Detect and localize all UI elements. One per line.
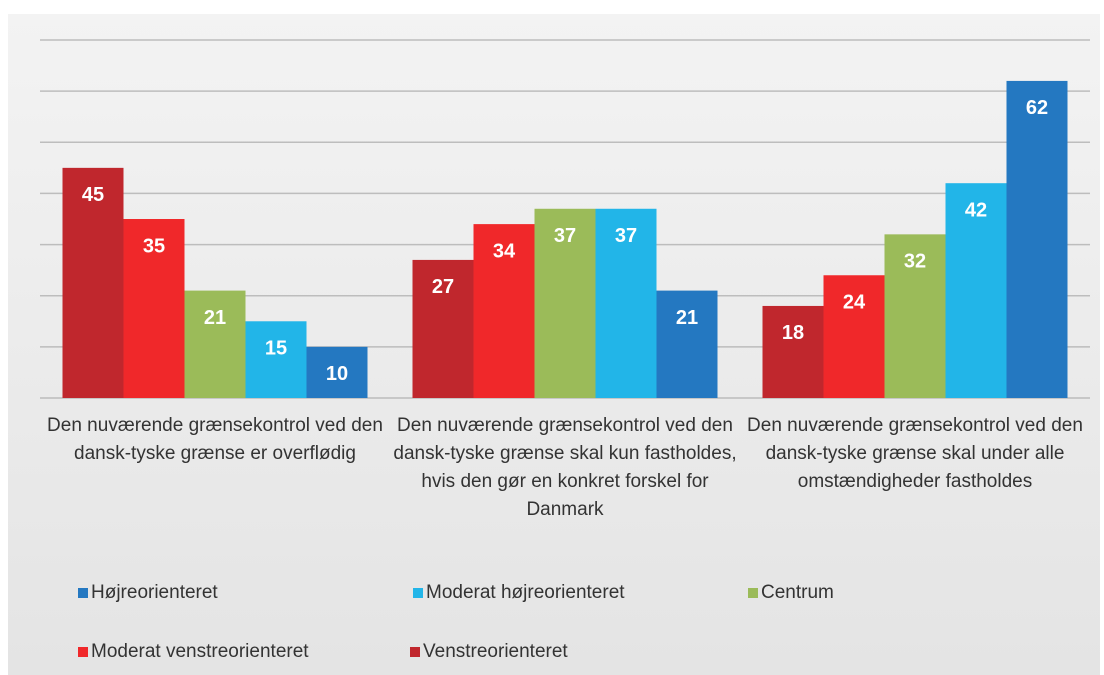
bar bbox=[884, 234, 946, 398]
value-label: 35 bbox=[143, 235, 165, 257]
bar bbox=[62, 167, 124, 398]
value-label: 10 bbox=[326, 363, 348, 385]
bar bbox=[473, 224, 535, 398]
legend-label: Moderat venstreorienteret bbox=[91, 641, 309, 662]
bar bbox=[412, 259, 474, 398]
value-label: 21 bbox=[676, 307, 698, 329]
chart: 45 35 21 15 10 27 34 37 37 21 18 24 32 42 62 Højreorien… bbox=[40, 39, 1090, 662]
value-label: 37 bbox=[615, 225, 637, 247]
legend-label: Centrum bbox=[761, 582, 834, 603]
x-tick-label: Den nuværende grænsekontrol ved den dans… bbox=[747, 415, 1083, 492]
value-label: 42 bbox=[965, 199, 987, 221]
x-tick-label: Den nuværende grænsekontrol ved den dans… bbox=[47, 415, 383, 464]
value-label: 24 bbox=[843, 292, 866, 314]
value-label: 21 bbox=[204, 307, 226, 329]
value-label: 27 bbox=[432, 276, 454, 298]
bar bbox=[1006, 80, 1068, 399]
legend-label: Venstreorienteret bbox=[423, 641, 568, 662]
value-label: 37 bbox=[554, 225, 576, 247]
bar bbox=[306, 346, 368, 398]
value-label: 32 bbox=[904, 251, 926, 273]
bar bbox=[123, 219, 185, 398]
value-label: 18 bbox=[782, 322, 804, 344]
legend-swatch bbox=[413, 588, 423, 598]
bar bbox=[945, 183, 1007, 398]
bar bbox=[184, 290, 246, 398]
legend-swatch bbox=[78, 588, 88, 598]
bar bbox=[656, 290, 718, 398]
bar bbox=[595, 208, 657, 398]
value-label: 15 bbox=[265, 338, 287, 360]
value-label: 34 bbox=[493, 240, 516, 262]
value-label: 45 bbox=[82, 184, 104, 206]
legend-swatch bbox=[78, 647, 88, 657]
legend-label: Moderat højreorienteret bbox=[426, 582, 625, 603]
value-label: 62 bbox=[1026, 97, 1048, 119]
legend-swatch bbox=[410, 647, 420, 657]
bar bbox=[823, 275, 885, 398]
legend-label: Højreorienteret bbox=[91, 582, 218, 603]
bar bbox=[245, 321, 307, 398]
chart-area: 45 35 21 15 10 27 34 37 37 21 18 24 32 42 62 Højreorien… bbox=[8, 14, 1100, 675]
legend-swatch bbox=[748, 588, 758, 598]
bar bbox=[762, 305, 824, 398]
x-tick-label: Den nuværende grænsekontrol ved den dans… bbox=[393, 415, 737, 520]
bar bbox=[534, 208, 596, 398]
